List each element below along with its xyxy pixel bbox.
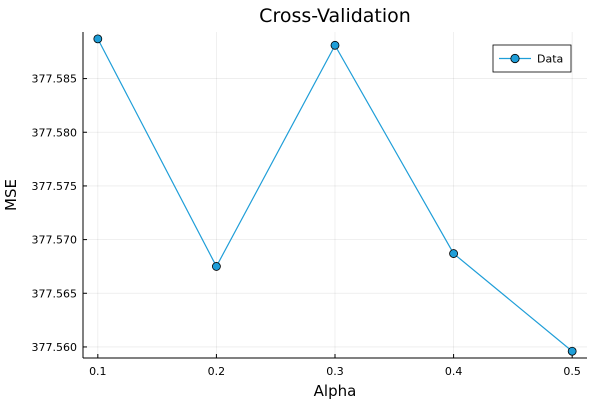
data-point <box>330 40 340 50</box>
y-axis-label: MSE <box>2 179 20 211</box>
y-tick-label: 377.565 <box>32 287 78 300</box>
data-point <box>93 34 103 44</box>
grid <box>83 32 587 358</box>
y-tick-label: 377.585 <box>32 73 78 86</box>
x-tick-label: 0.4 <box>445 365 463 378</box>
legend: Data <box>492 44 572 73</box>
legend-marker <box>510 53 520 64</box>
y-tick-label: 377.575 <box>32 180 78 193</box>
x-axis-label: Alpha <box>314 382 357 400</box>
data-point <box>212 262 221 271</box>
data-point <box>449 249 458 258</box>
y-tick-label: 377.570 <box>32 234 78 247</box>
x-tick-label: 0.2 <box>208 365 226 378</box>
x-ticks: 0.1 0.2 0.3 0.4 0.5 <box>89 354 581 378</box>
x-tick-label: 0.3 <box>326 365 344 378</box>
chart-title: Cross-Validation <box>259 5 411 27</box>
series-group <box>93 34 577 356</box>
data-point <box>567 346 577 356</box>
legend-label: Data <box>537 53 563 66</box>
y-tick-label: 377.580 <box>32 126 78 139</box>
x-tick-label: 0.5 <box>563 365 581 378</box>
y-tick-label: 377.560 <box>32 341 78 354</box>
y-ticks: 377.560 377.565 377.570 377.575 377.580 377.5… <box>32 73 87 354</box>
x-tick-label: 0.1 <box>89 365 107 378</box>
